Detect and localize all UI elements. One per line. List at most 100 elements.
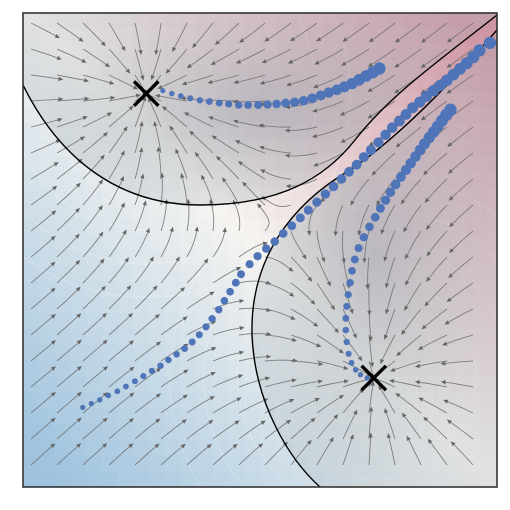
streamline-arrow (446, 74, 474, 94)
field-cell (70, 202, 87, 219)
streamline-arrow (160, 256, 180, 284)
streamline-arrow (30, 139, 61, 154)
trajectory-point (344, 166, 354, 177)
streamline-arrow (186, 48, 214, 69)
field-cell (149, 329, 166, 346)
field-cell (86, 218, 103, 235)
streamline-arrow (395, 22, 422, 43)
streamline-arrow (238, 398, 269, 414)
trajectory-point (195, 331, 203, 339)
streamline-arrow (30, 74, 64, 81)
streamline-arrow (82, 179, 104, 206)
field-cell (38, 344, 56, 362)
trajectory-point (359, 233, 368, 242)
streamline-arrow (30, 391, 56, 414)
trajectory-point (354, 244, 363, 253)
trajectory-point (483, 36, 497, 50)
streamline-arrow (82, 392, 108, 414)
trajectory-point (181, 345, 189, 352)
streamline-arrow (108, 105, 134, 128)
streamline-arrow (426, 204, 448, 230)
vector-field-streamlines (30, 22, 474, 466)
streamline-arrow (216, 155, 240, 180)
field-cell (102, 408, 119, 425)
trajectory-point (237, 270, 245, 279)
streamline-arrow (290, 282, 316, 305)
streamline-arrow (212, 325, 245, 336)
streamline-arrow (108, 285, 132, 310)
streamline-arrow (316, 414, 339, 440)
field-cell (54, 329, 71, 346)
field-cell (86, 313, 103, 330)
streamline-arrow (259, 145, 292, 154)
field-cell (38, 171, 56, 188)
streamline-arrow (56, 260, 81, 284)
streamline-arrow (82, 258, 105, 284)
streamline-arrow (342, 308, 357, 339)
field-cell (228, 218, 245, 235)
field-cell (196, 202, 214, 219)
field-cell (23, 234, 40, 251)
field-cell (149, 471, 166, 487)
streamline-arrow (212, 227, 227, 258)
trajectory-point (385, 187, 396, 197)
field-cell (86, 329, 103, 346)
field-cell (86, 439, 103, 456)
streamline-arrow (383, 308, 396, 340)
field-cell (149, 408, 166, 425)
field-cell (54, 297, 71, 314)
trajectory-point (375, 203, 385, 213)
field-cell (133, 202, 150, 219)
field-cell (212, 392, 229, 409)
streamline-arrow (258, 123, 292, 128)
field-cell (228, 250, 245, 267)
field-cell (133, 392, 150, 409)
trajectory-point (370, 212, 380, 222)
field-cell (54, 250, 71, 267)
field-cell (38, 281, 56, 298)
streamline-arrow (290, 256, 313, 282)
trajectory-point (173, 350, 180, 358)
trajectory-point (373, 137, 384, 148)
streamline-arrow (207, 74, 240, 85)
trajectory-point (80, 404, 86, 410)
streamline-arrow (30, 235, 56, 258)
trajectory-point (320, 189, 331, 199)
field-cell (244, 423, 261, 441)
streamline-arrow (444, 308, 474, 325)
streamline-arrow (154, 22, 162, 56)
streamline-arrow (160, 419, 187, 440)
trajectory-point (386, 122, 398, 133)
streamline-arrow (150, 48, 162, 81)
streamline-arrow (290, 379, 323, 388)
field-cell (149, 281, 166, 298)
field-cell (38, 202, 56, 219)
streamline-arrow (423, 416, 448, 440)
streamline-arrow (316, 308, 339, 334)
field-cell (102, 471, 119, 487)
field-cell (196, 281, 214, 298)
streamline-arrow (342, 409, 358, 440)
trajectory-point (114, 388, 121, 395)
streamline-arrow (82, 417, 108, 440)
streamline-arrow (238, 241, 268, 258)
trajectory-point (380, 195, 391, 205)
streamline-arrow (446, 22, 474, 43)
field-cell (102, 265, 119, 283)
streamline-arrow (134, 147, 144, 180)
field-cell (244, 439, 261, 456)
streamline-arrow (134, 418, 161, 440)
streamline-arrow (313, 152, 344, 167)
streamline-arrow (264, 358, 298, 363)
streamline-arrow (157, 74, 188, 89)
field-cell (102, 297, 119, 314)
streamline-arrow (406, 435, 422, 466)
streamline-arrow (238, 307, 272, 312)
field-cell (38, 265, 56, 283)
streamline-arrow (260, 169, 292, 180)
streamline-arrow (160, 287, 186, 310)
streamline-arrow (264, 441, 288, 466)
trajectory-point (187, 95, 194, 102)
streamline-arrow (30, 22, 60, 39)
field-cell (70, 471, 87, 487)
